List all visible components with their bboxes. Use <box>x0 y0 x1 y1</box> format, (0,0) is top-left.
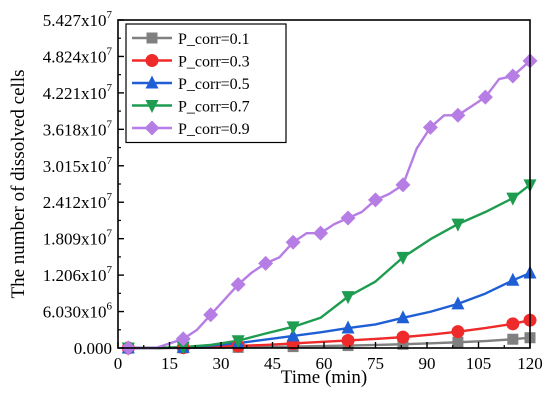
series-1-point <box>397 338 409 350</box>
series-1-point <box>452 336 464 348</box>
y-tick-label: 3.015x107 <box>43 155 113 176</box>
x-tick-label: 0 <box>114 354 123 373</box>
series-5-point <box>258 255 274 271</box>
y-tick-base: 4.221x10 <box>43 84 107 103</box>
x-tick-label: 60 <box>316 354 333 373</box>
x-tick-label: 105 <box>466 354 492 373</box>
y-tick-base: 2.412x10 <box>43 193 107 212</box>
series-5-point <box>477 89 493 105</box>
y-tick-base: 3.015x10 <box>43 157 107 176</box>
series-2-point <box>341 333 355 347</box>
series-5-point <box>285 234 301 250</box>
y-tick-exponent: 7 <box>107 191 113 203</box>
series-5-point <box>395 177 411 193</box>
y-tick-base: 6.030x10 <box>43 303 107 322</box>
series-4-point <box>396 251 410 265</box>
series-4-point <box>341 291 355 305</box>
y-tick-exponent: 7 <box>107 228 113 240</box>
y-tick-label: 2.412x107 <box>43 191 113 212</box>
legend-swatch-marker <box>146 32 158 44</box>
y-tick-label: 1.809x107 <box>43 228 113 249</box>
y-tick-base: 4.824x10 <box>43 47 107 66</box>
x-axis: 0 15 30 45 60 75 90 105 120 <box>114 342 543 373</box>
legend-label: P_corr=0.3 <box>178 54 250 71</box>
x-axis-title: Time (min) <box>281 367 367 388</box>
series-5-point <box>450 107 466 123</box>
series-3-point <box>506 272 520 286</box>
y-tick-label: 4.824x107 <box>43 45 113 66</box>
series-4-point <box>231 335 245 349</box>
series-3-point <box>396 310 410 324</box>
y-axis-title: The number of dissolved cells <box>8 69 29 298</box>
x-tick-label: 30 <box>213 354 230 373</box>
y-tick-exponent: 7 <box>107 118 113 130</box>
y-tick-label: 1.206x107 <box>43 264 113 285</box>
y-tick-exponent: 6 <box>107 301 113 313</box>
series-5-point <box>340 210 356 226</box>
legend-label: P_corr=0.1 <box>178 31 250 48</box>
legend-swatch-marker <box>144 120 160 136</box>
y-tick-base: 1.809x10 <box>43 230 107 249</box>
y-axis: 0.0006.030x1061.206x1071.809x1072.412x10… <box>43 9 124 358</box>
series-5-point <box>313 225 329 241</box>
series-1-point <box>507 333 519 345</box>
x-tick-label: 75 <box>367 354 384 373</box>
series-line-5 <box>128 60 531 350</box>
series-3-point <box>451 296 465 310</box>
series-3-point <box>286 328 300 342</box>
y-tick-label: 5.427x107 <box>43 9 113 30</box>
y-tick-exponent: 7 <box>107 45 113 57</box>
y-tick-label: 3.618x107 <box>43 118 113 139</box>
x-tick-label: 15 <box>161 354 178 373</box>
series-5-point <box>203 307 219 323</box>
y-tick-base: 3.618x10 <box>43 120 107 139</box>
legend-label: P_corr=0.9 <box>178 121 250 138</box>
series-5-point <box>505 68 521 84</box>
series-5-point <box>175 331 191 347</box>
x-tick-label: 90 <box>419 354 436 373</box>
x-tick-label: 45 <box>264 354 281 373</box>
series-5-point <box>422 119 438 135</box>
legend-swatch-marker <box>145 75 159 89</box>
y-tick-exponent: 7 <box>107 82 113 94</box>
y-tick-base: 1.206x10 <box>43 266 107 285</box>
series-4-point <box>451 218 465 232</box>
legend: P_corr=0.1 P_corr=0.3 P_corr=0.5 P_corr=0.7… <box>125 23 287 144</box>
legend-label: P_corr=0.5 <box>178 76 250 93</box>
y-tick-base: 0.000 <box>74 339 112 358</box>
y-tick-label: 6.030x106 <box>43 301 113 322</box>
y-tick-exponent: 7 <box>107 9 113 21</box>
y-tick-label: 4.221x107 <box>43 82 113 103</box>
legend-label: P_corr=0.7 <box>178 99 250 116</box>
series-4-point <box>286 321 300 335</box>
series-2-point <box>506 317 520 331</box>
y-tick-exponent: 7 <box>107 155 113 167</box>
series-4-point <box>506 192 520 206</box>
series-5-point <box>230 277 246 293</box>
y-tick-base: 5.427x10 <box>43 11 107 30</box>
series-line-4 <box>128 183 531 350</box>
y-tick-exponent: 7 <box>107 264 113 276</box>
series-3-point <box>341 320 355 334</box>
y-tick-label: 0.000 <box>74 339 112 358</box>
series-2-point <box>396 330 410 344</box>
series-2-point <box>451 325 465 339</box>
series-5-point <box>368 192 383 208</box>
x-tick-label: 120 <box>517 354 543 373</box>
legend-swatch-marker <box>145 54 159 67</box>
legend-swatch-marker <box>145 100 159 113</box>
